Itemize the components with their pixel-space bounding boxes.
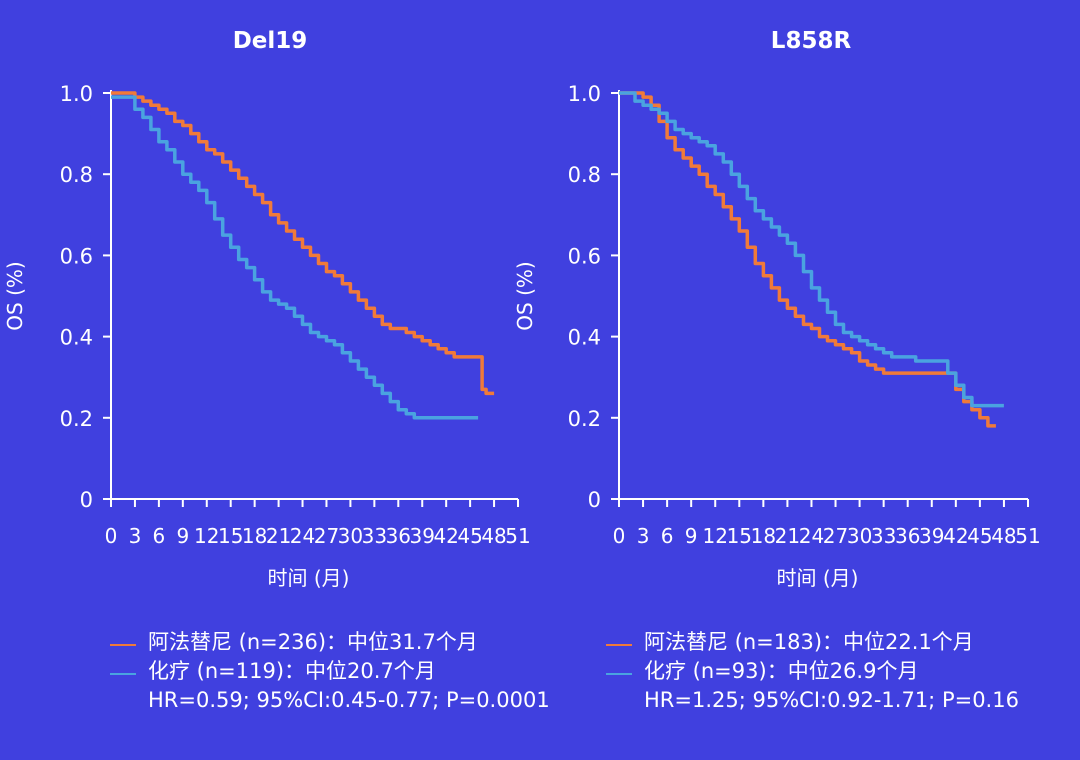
x-tick-label: 6 <box>153 524 166 548</box>
legend-label: 化疗 (n=93)：中位26.9个月 <box>644 659 919 683</box>
x-tick-label: 27 <box>823 524 848 548</box>
x-tick-label: 18 <box>242 524 267 548</box>
series-line-afatinib <box>619 91 996 428</box>
x-tick-label: 36 <box>386 524 411 548</box>
x-tick-label: 21 <box>266 524 291 548</box>
x-tick-label: 45 <box>967 524 992 548</box>
legend-swatch-chemo <box>606 673 632 675</box>
legend-del19: 阿法替尼 (n=236)：中位31.7个月 化疗 (n=119)：中位20.7个… <box>110 628 550 715</box>
y-axis-label: OS (%) <box>513 261 537 330</box>
legend-swatch-afatinib <box>110 644 136 646</box>
x-tick-label: 9 <box>685 524 698 548</box>
y-tick-label: 0.8 <box>60 163 93 187</box>
legend-item-afatinib: 阿法替尼 (n=183)：中位22.1个月 <box>606 628 1019 657</box>
x-tick-label: 51 <box>1015 524 1040 548</box>
chart-title: Del19 <box>233 28 308 54</box>
x-tick-label: 0 <box>613 524 626 548</box>
legend-l858r: 阿法替尼 (n=183)：中位22.1个月 化疗 (n=93)：中位26.9个月… <box>606 628 1019 715</box>
y-tick-label: 0.4 <box>568 326 601 350</box>
y-tick-label: 0.4 <box>60 326 93 350</box>
x-tick-label: 0 <box>105 524 118 548</box>
x-tick-label: 12 <box>703 524 728 548</box>
legend-item-chemo: 化疗 (n=93)：中位26.9个月 <box>606 657 1019 686</box>
y-tick-label: 0.6 <box>60 244 93 268</box>
x-tick-label: 9 <box>176 524 189 548</box>
legend-stats: HR=1.25; 95%CI:0.92-1.71; P=0.16 <box>606 686 1019 715</box>
x-tick-label: 24 <box>799 524 824 548</box>
x-tick-label: 15 <box>218 524 243 548</box>
y-tick-label: 1.0 <box>60 82 93 106</box>
legend-hr-text: HR=1.25; 95%CI:0.92-1.71; P=0.16 <box>644 688 1019 712</box>
x-axis-label: 时间 (月) <box>268 566 350 590</box>
x-tick-label: 6 <box>661 524 674 548</box>
x-tick-label: 42 <box>943 524 968 548</box>
series-line-afatinib <box>111 91 495 396</box>
legend-item-chemo: 化疗 (n=119)：中位20.7个月 <box>110 657 550 686</box>
y-tick-label: 0.8 <box>568 163 601 187</box>
legend-stats: HR=0.59; 95%CI:0.45-0.77; P=0.0001 <box>110 686 550 715</box>
x-tick-label: 36 <box>895 524 920 548</box>
legend-label: 阿法替尼 (n=183)：中位22.1个月 <box>644 630 974 654</box>
x-tick-label: 3 <box>637 524 650 548</box>
x-tick-label: 33 <box>362 524 387 548</box>
legend-item-afatinib: 阿法替尼 (n=236)：中位31.7个月 <box>110 628 550 657</box>
legend-swatch-chemo <box>110 673 136 675</box>
x-tick-label: 27 <box>314 524 339 548</box>
y-tick-label: 0.6 <box>568 244 601 268</box>
y-tick-label: 0 <box>80 488 93 512</box>
x-tick-label: 42 <box>433 524 458 548</box>
y-axis-label: OS (%) <box>3 261 27 330</box>
x-tick-label: 45 <box>457 524 482 548</box>
x-tick-label: 12 <box>194 524 219 548</box>
x-tick-label: 15 <box>727 524 752 548</box>
y-tick-label: 0.2 <box>60 407 93 431</box>
x-tick-label: 18 <box>751 524 776 548</box>
x-tick-label: 51 <box>505 524 530 548</box>
x-tick-label: 24 <box>290 524 315 548</box>
legend-swatch-afatinib <box>606 644 632 646</box>
legend-label: 阿法替尼 (n=236)：中位31.7个月 <box>148 630 478 654</box>
x-tick-label: 30 <box>847 524 872 548</box>
x-tick-label: 33 <box>871 524 896 548</box>
x-tick-label: 30 <box>338 524 363 548</box>
legend-label: 化疗 (n=119)：中位20.7个月 <box>148 659 436 683</box>
series-line-chemo <box>111 95 479 420</box>
legend-hr-text: HR=0.59; 95%CI:0.45-0.77; P=0.0001 <box>148 688 550 712</box>
chart-title: L858R <box>771 28 852 54</box>
x-axis-label: 时间 (月) <box>777 566 859 590</box>
x-tick-label: 21 <box>775 524 800 548</box>
y-tick-label: 1.0 <box>568 82 601 106</box>
x-tick-label: 48 <box>991 524 1016 548</box>
x-tick-label: 39 <box>919 524 944 548</box>
y-tick-label: 0.2 <box>568 407 601 431</box>
y-tick-label: 0 <box>588 488 601 512</box>
x-tick-label: 3 <box>129 524 142 548</box>
series-line-chemo <box>619 91 1004 408</box>
x-tick-label: 39 <box>410 524 435 548</box>
x-tick-label: 48 <box>481 524 506 548</box>
